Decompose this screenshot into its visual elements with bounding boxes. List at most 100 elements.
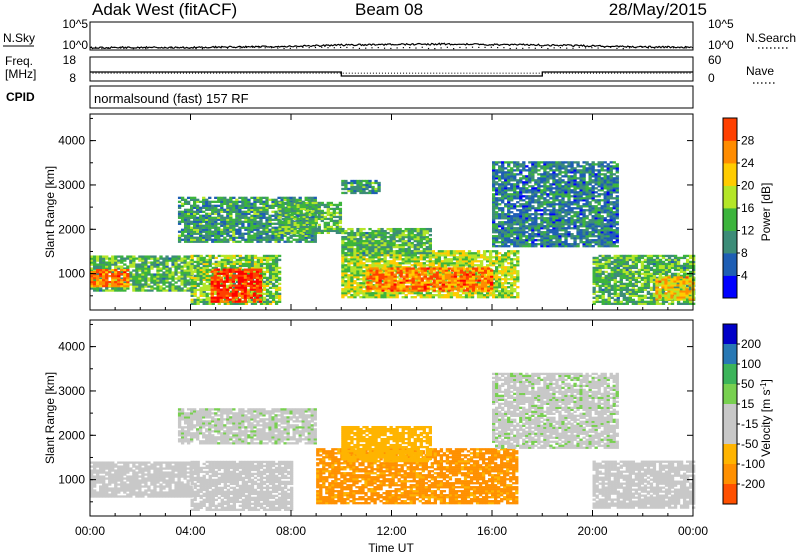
echo-cell xyxy=(244,302,249,305)
echo-cell xyxy=(404,253,408,257)
nave-dot xyxy=(146,72,148,74)
echo-cell xyxy=(165,277,169,280)
echo-cell xyxy=(486,269,491,272)
echo-cell xyxy=(395,294,399,297)
echo-cell xyxy=(196,232,200,235)
echo-cell xyxy=(235,218,239,221)
echo-cell xyxy=(220,204,224,207)
echo-cell xyxy=(90,278,94,282)
echo-cell xyxy=(392,237,396,241)
echo-cell xyxy=(311,209,315,213)
echo-cell xyxy=(247,216,251,219)
echo-cell xyxy=(413,253,417,257)
echo-cell xyxy=(347,243,351,247)
echo-cell xyxy=(102,282,106,286)
echo-cell xyxy=(380,253,384,257)
echo-cell xyxy=(222,270,226,273)
echo-cell xyxy=(471,283,476,286)
echo-cell xyxy=(278,205,282,209)
echo-cell xyxy=(489,277,494,280)
echo-cell xyxy=(271,204,275,207)
echo-cell xyxy=(304,240,308,243)
echo-cell xyxy=(102,274,106,278)
nave-dot xyxy=(454,72,456,74)
echo-cell xyxy=(407,292,411,295)
echo-cell xyxy=(232,236,236,239)
echo-cell xyxy=(407,247,411,251)
echo-cell xyxy=(368,245,372,249)
nave-dot xyxy=(294,72,296,74)
echo-cell xyxy=(326,201,330,205)
echo-cell xyxy=(262,300,267,303)
echo-cell xyxy=(350,280,354,283)
echo-cell xyxy=(256,266,261,270)
echo-cell xyxy=(223,226,227,229)
echo-cell xyxy=(223,258,227,262)
echo-cell xyxy=(190,266,194,270)
echo-cell xyxy=(293,225,297,229)
echo-cell xyxy=(216,280,220,283)
echo-cell xyxy=(398,258,402,261)
echo-cell xyxy=(259,236,263,239)
echo-cell xyxy=(458,290,463,293)
echo-cell xyxy=(440,274,445,277)
echo-cell xyxy=(235,200,239,203)
echo-cell xyxy=(495,215,499,218)
echo-cell xyxy=(416,294,420,297)
echo-cell xyxy=(274,260,279,264)
echo-cell xyxy=(389,262,393,265)
nave-dot xyxy=(384,72,386,74)
echo-cell xyxy=(165,273,169,276)
echo-cell xyxy=(485,250,490,253)
echo-cell xyxy=(401,245,405,249)
search-noise-dot xyxy=(591,47,593,49)
echo-cell xyxy=(228,270,233,273)
echo-cell xyxy=(395,233,399,237)
echo-cell xyxy=(193,240,197,243)
echo-cell xyxy=(344,282,348,285)
echo-cell xyxy=(474,289,479,292)
echo-cell xyxy=(432,279,437,282)
echo-cell xyxy=(381,277,385,280)
echo-cell xyxy=(398,254,402,257)
echo-cell xyxy=(495,284,499,287)
echo-cell xyxy=(234,288,239,291)
echo-cell xyxy=(196,258,200,262)
echo-cell xyxy=(287,219,291,223)
echo-cell xyxy=(371,256,375,259)
echo-cell xyxy=(378,283,382,286)
echo-cell xyxy=(277,282,282,286)
search-noise-dot xyxy=(289,47,291,49)
echo-cell xyxy=(132,281,136,284)
echo-cell xyxy=(498,260,502,263)
echo-cell xyxy=(229,214,233,217)
echo-cell xyxy=(359,253,363,257)
echo-cell xyxy=(435,281,440,284)
search-noise-dot xyxy=(409,47,411,49)
echo-cell xyxy=(347,282,351,285)
cpid-value: normalsound (fast) 157 RF xyxy=(94,91,249,106)
echo-cell xyxy=(222,300,226,303)
echo-cell xyxy=(244,262,249,266)
echo-cell xyxy=(247,238,251,241)
echo-cell xyxy=(371,264,375,267)
echo-cell xyxy=(278,207,282,211)
nave-dot xyxy=(291,72,293,74)
echo-cell xyxy=(398,249,402,253)
echo-cell xyxy=(365,187,369,191)
echo-cell xyxy=(247,228,251,231)
echo-cell xyxy=(114,257,118,260)
echo-cell xyxy=(311,225,315,229)
echo-cell xyxy=(332,215,337,219)
echo-cell xyxy=(246,278,251,281)
echo-cell xyxy=(226,234,230,237)
echo-cell xyxy=(205,224,209,227)
echo-cell xyxy=(359,181,363,185)
echo-cell xyxy=(362,189,366,193)
echo-cell xyxy=(183,283,187,286)
echo-cell xyxy=(398,237,402,241)
echo-cell xyxy=(144,289,148,292)
echo-cell xyxy=(456,267,461,270)
echo-cell xyxy=(392,262,396,265)
echo-cell xyxy=(193,214,197,217)
